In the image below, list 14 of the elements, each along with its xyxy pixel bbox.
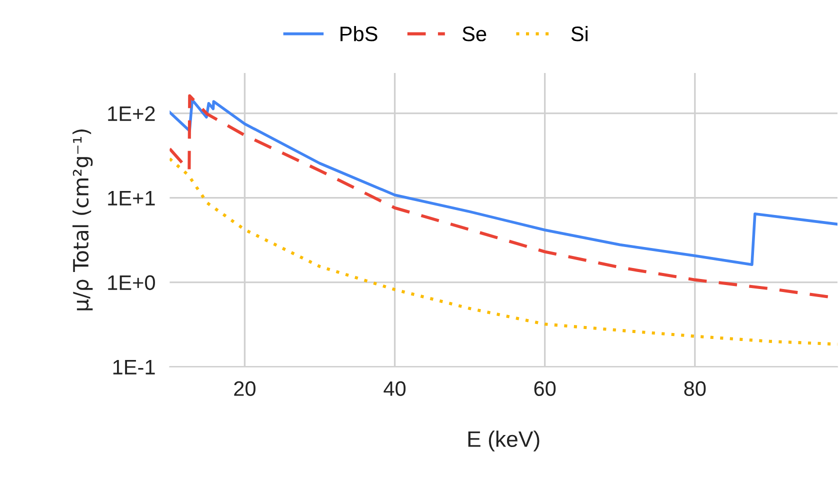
x-tick-label: 80	[684, 381, 706, 396]
legend-label: PbS	[340, 26, 378, 42]
legend-label: Se	[462, 26, 486, 42]
x-tick-label: 60	[534, 381, 556, 396]
x-tick-label: 40	[384, 381, 406, 396]
y-tick-label: 1E-1	[113, 360, 155, 374]
x-axis-title: E (keV)	[468, 430, 540, 452]
y-tick-label: 1E+2	[108, 106, 155, 121]
y-tick-label: 1E+0	[108, 275, 155, 290]
legend-label: Si	[571, 26, 588, 42]
y-tick-label: 1E+1	[108, 191, 155, 206]
x-tick-label: 20	[234, 381, 256, 396]
y-axis-title: μ/ρ Total (cm²g⁻¹)	[72, 130, 93, 310]
line-series	[170, 98, 838, 266]
